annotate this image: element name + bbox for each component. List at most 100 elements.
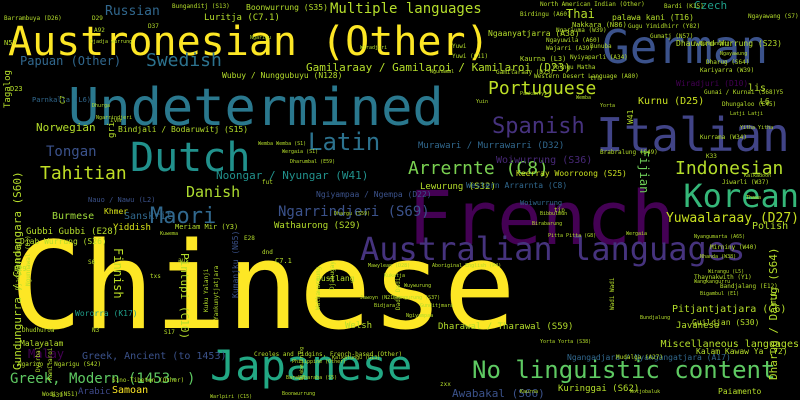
cloud-word: Mudalga (A27) [616, 354, 663, 361]
cloud-word: Warlpiri (C15) [210, 394, 253, 400]
cloud-word: Brabralung (S49) [600, 149, 658, 156]
cloud-word: Gunditjmara [420, 303, 454, 309]
cloud-word: Nhanda (W38) [700, 254, 737, 260]
cloud-word: Barrambuya (D26) [4, 15, 62, 22]
cloud-word: ivm [110, 117, 121, 124]
cloud-word: Tahitian [40, 163, 127, 184]
cloud-word: Wubuy / Nunggubuyu (N128) [222, 71, 343, 80]
cloud-word: Ngunnawal (D3) [25, 235, 32, 286]
cloud-word: K33 [706, 153, 717, 160]
cloud-word: Kukatja [384, 273, 406, 279]
cloud-word: Ngaanyatjarra (A38) [488, 29, 580, 38]
cloud-word: Bunganditj (S13) [172, 3, 230, 10]
cloud-word: Dhungaloo (E45) [722, 101, 777, 108]
cloud-word: Gunai / Kurnai (S68) [704, 89, 777, 96]
cloud-word: Undetermined [68, 78, 444, 138]
cloud-word: Yuwi (C11) [452, 53, 489, 60]
cloud-word: Kurnu (D25) [638, 96, 705, 107]
cloud-word: Bigambul (E1) [700, 291, 740, 297]
cloud-word: Samoan [112, 385, 149, 396]
cloud-word: S6 [88, 259, 96, 266]
cloud-word: Welsh [345, 321, 373, 331]
cloud-word: Ngunawal [430, 69, 455, 75]
cloud-word: Russian [105, 4, 160, 19]
cloud-word: Dharawal / Tharawal (S59) [438, 322, 574, 332]
cloud-word: Pitta Pitta (G8) [548, 233, 597, 239]
cloud-word: Czech [694, 0, 728, 12]
cloud-word: Ngayawung [720, 51, 748, 57]
cloud-word: Western Arrarnta (C8) [466, 181, 568, 190]
cloud-word: Lewurung (S32) [420, 182, 496, 192]
cloud-word: Gamilaraay (D23) [496, 69, 554, 76]
cloud-word: Dhauwurd Wurrung (S23) [676, 39, 782, 48]
cloud-word: Bardi (K15) [664, 3, 704, 10]
cloud-word: Wuywurung [404, 283, 432, 289]
cloud-word: Yankunytjatjara [213, 265, 220, 320]
cloud-word: gri [107, 121, 117, 138]
cloud-word: Pitjantjatjara (C6) [672, 304, 787, 315]
cloud-word: Portuguese [488, 78, 597, 99]
cloud-word: Wajarri (A39) [546, 45, 593, 52]
cloud-word: Tongan [46, 144, 97, 160]
cloud-word: Aboriginal English (P4) [432, 263, 502, 269]
cloud-word: Djadjawurrung [15, 243, 22, 290]
cloud-word: Wotjobaluk [630, 389, 661, 395]
cloud-word: Khmer [104, 207, 129, 216]
cloud-word: Dadi Dadi [395, 277, 402, 310]
cloud-word: Malay [28, 347, 65, 361]
cloud-word: zxx [440, 381, 451, 388]
cloud-word: Wathawurrung [315, 266, 322, 310]
cloud-word: Wodi (N51) [42, 391, 79, 398]
cloud-word: Kariyarra (W39) [700, 67, 755, 74]
cloud-word: A92 [94, 27, 105, 34]
cloud-word: Kalam Kawaw Ya (Y2) [696, 347, 788, 356]
cloud-word: Ngangadjara / Nyangangatjara (A17) [567, 353, 731, 362]
cloud-word: txs [150, 273, 161, 280]
cloud-word: Kumanjku (N65) [231, 230, 240, 298]
cloud-word: Ngiyampaa [406, 313, 434, 319]
cloud-word: mtt [769, 291, 778, 306]
cloud-word: Barababaraba (S5) [286, 375, 338, 381]
cloud-word: Malayalam [20, 339, 64, 348]
cloud-word: Thawa [746, 195, 762, 201]
cloud-word: Kurrama (W34) [700, 134, 747, 141]
cloud-word: D37 [148, 23, 159, 30]
cloud-word: Bidjara [374, 303, 396, 309]
cloud-word: No linguistic content [472, 356, 776, 384]
cloud-word: Korean [683, 177, 799, 215]
cloud-word: aus [178, 257, 189, 264]
cloud-word: Kamilaroi [47, 347, 54, 380]
cloud-word: N3 [92, 327, 100, 334]
cloud-word: Latin [308, 128, 381, 156]
cloud-word: trn [590, 75, 601, 82]
cloud-word: Multiple languages [330, 1, 482, 17]
cloud-word: Burmese [52, 211, 95, 222]
cloud-word: Dharug / Darug (S64) [767, 247, 780, 380]
cloud-word: W41 [626, 109, 635, 124]
cloud-word: Birdingu (A60) [520, 11, 571, 18]
cloud-word: Kuku Yalanji [203, 268, 210, 312]
cloud-word: Japanese [210, 341, 413, 390]
cloud-word: Chinese [10, 218, 516, 357]
cloud-word: Ngarrindjeri [96, 115, 133, 121]
cloud-word: L6 [760, 97, 770, 106]
cloud-word: Ngiyampaa / Ngempa (D22) [316, 190, 432, 199]
cloud-word: lis [748, 83, 767, 94]
cloud-word: Creoles and Pidgins, French-based (Other… [254, 351, 403, 358]
cloud-word: Murawari / Murrawarri (D32) [418, 141, 565, 151]
cloud-word: Ngarigo / Ngarigu (S42) [18, 361, 102, 368]
cloud-word: Yitha Yitha [740, 125, 774, 131]
cloud-word: E29 [14, 265, 27, 273]
cloud-word: Djabugay [329, 261, 336, 290]
cloud-word: Latji Latji [730, 111, 764, 117]
cloud-word: Bindjali / Bodaruwitj (S15) [118, 125, 249, 134]
cloud-word: Fijian [637, 150, 651, 194]
cloud-word: E39 [52, 392, 63, 399]
cloud-word: Guildjan (S30) [692, 318, 760, 327]
cloud-word: French [408, 176, 676, 262]
cloud-word: Dutch [130, 135, 251, 181]
cloud-word: Austronesian (Other) [8, 19, 490, 65]
cloud-word: Yiddish [113, 223, 151, 233]
cloud-word: Swedish [146, 50, 222, 71]
cloud-word: Greek, Ancient (to 1453) [82, 351, 227, 362]
